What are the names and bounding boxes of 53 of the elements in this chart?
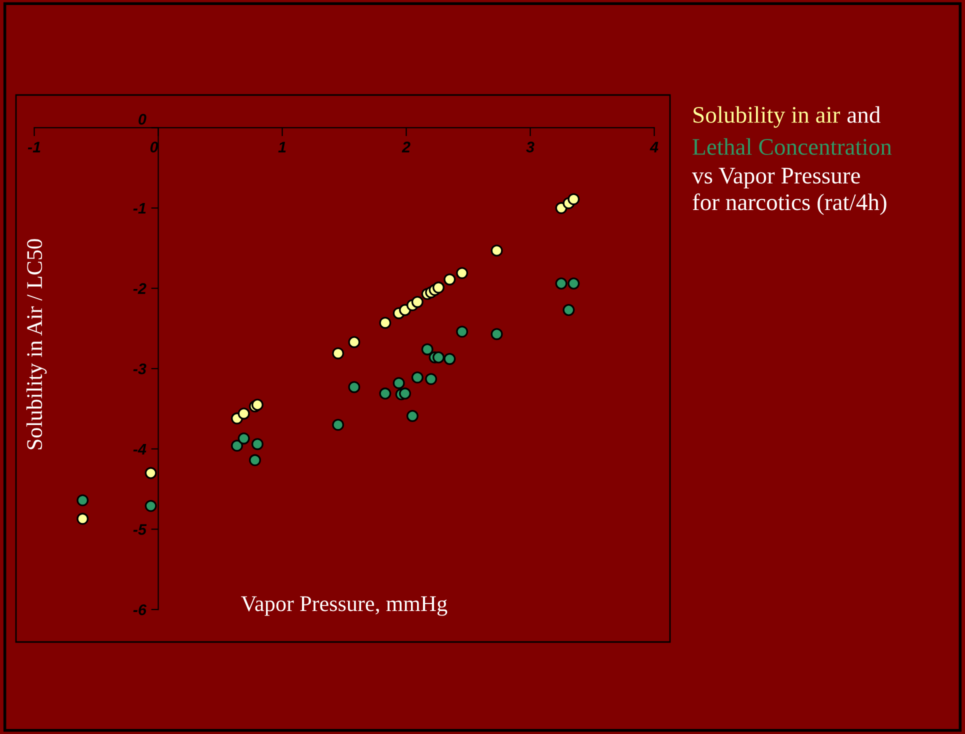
point: [231, 440, 243, 452]
x-tick-label: 4: [650, 142, 658, 152]
x-tick-label: -1: [28, 142, 40, 152]
point: [432, 282, 444, 294]
text: Solubility in air: [694, 106, 840, 128]
point: [238, 432, 250, 444]
text: and: [847, 106, 880, 123]
point: [332, 418, 344, 431]
point: [76, 512, 89, 525]
point: [432, 351, 444, 364]
point: [144, 467, 157, 479]
point: [76, 494, 89, 506]
point: [490, 328, 503, 340]
x-tick-label: 2: [402, 142, 410, 152]
point: [411, 371, 424, 384]
point: [411, 296, 424, 308]
point: [379, 388, 392, 400]
point: [248, 454, 261, 466]
point: [456, 326, 468, 338]
point: [456, 267, 468, 280]
y-axis-title: Solubility in Air / LC50: [26, 239, 47, 450]
y-tick-label: -2: [133, 283, 146, 294]
y-tick-label: -6: [133, 604, 147, 616]
point: [406, 410, 418, 422]
x-tick-label: 3: [526, 142, 534, 152]
point: [421, 343, 434, 356]
point: [332, 347, 344, 360]
point: [144, 500, 157, 512]
text: vs Vapor Pressure for narcotics (rat/4h): [692, 168, 886, 216]
x-tick-label: 1: [278, 142, 286, 152]
point: [562, 304, 575, 316]
y-tick-label: -1: [133, 203, 146, 214]
x-axis-title: Vapor Pressure, mmHg: [241, 596, 448, 616]
point: [392, 377, 405, 390]
point: [399, 388, 412, 400]
point: [490, 244, 503, 257]
point: [251, 438, 264, 450]
point: [568, 278, 580, 290]
point: [425, 373, 438, 386]
point: [568, 193, 580, 206]
y-tick-label: -4: [133, 444, 146, 454]
point: [444, 352, 456, 365]
point: [348, 336, 360, 348]
y-tick-label: -5: [133, 524, 147, 535]
point: [251, 398, 264, 411]
point: [348, 381, 360, 394]
point: [444, 273, 456, 286]
y-tick-label: 0: [138, 114, 146, 125]
text: Lethal Concentration: [692, 138, 892, 155]
y-tick-label: -3: [133, 363, 146, 374]
point: [379, 316, 392, 329]
point: [555, 278, 568, 290]
point: [238, 408, 250, 420]
